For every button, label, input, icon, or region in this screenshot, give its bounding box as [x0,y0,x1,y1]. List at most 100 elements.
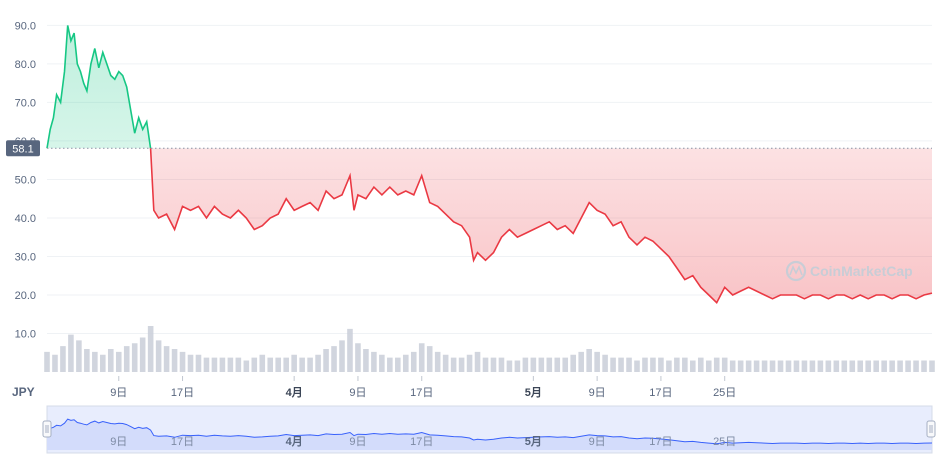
volume-bar [777,360,784,372]
volume-bar [139,337,146,372]
watermark-text: CoinMarketCap [810,263,913,279]
volume-bar [418,343,425,372]
volume-bar [921,360,927,372]
volume-bar [841,360,848,372]
volume-bar [889,360,895,372]
volume-bar [410,351,417,372]
navigator-left-handle[interactable] [42,420,52,438]
y-tick-label: 30.0 [15,251,36,263]
volume-bar [442,354,449,372]
volume-bar [323,349,329,372]
price-line [46,25,933,305]
navigator-tick-label: 9日 [110,436,127,448]
volume-bar [769,360,776,372]
volume-bar [522,357,529,372]
volume-bar [267,357,274,372]
navigator-tick-label: 5月 [525,435,542,448]
volume-bar [697,357,704,372]
coinmarketcap-logo-icon [785,260,807,282]
reference-line: 58.1 [6,140,932,157]
price-line-down [46,148,933,305]
volume-bar [929,360,935,372]
volume-bar [753,360,760,372]
volume-bar [466,354,473,372]
volume-bar [865,360,872,372]
volume-bar [514,360,521,372]
volume-bar [147,326,154,372]
y-tick-label: 70.0 [15,97,36,109]
volume-bar [339,340,345,372]
volume-bar [745,360,752,372]
volume-bar [363,349,369,372]
volume-bar [530,357,537,372]
x-tick-label: 9日 [110,387,127,399]
range-navigator[interactable]: 9日 17日 4月 9日 17日 5月 9日 17日 25日 [42,405,936,454]
volume-bar [92,351,98,372]
volume-bar [618,357,624,372]
volume-bar [674,357,680,372]
navigator-line [46,418,933,445]
volume-bar [602,354,608,372]
navigator-tick-label: 9日 [349,436,366,448]
volume-bar [825,360,832,372]
currency-label: JPY [12,385,35,399]
volume-bar [379,354,385,372]
price-area-up [47,25,151,149]
x-tick-label: 9日 [589,387,606,399]
volume-bar [801,360,808,372]
volume-bar [610,357,616,372]
volume-bar [658,357,664,372]
navigator-tick-label: 17日 [410,436,433,448]
volume-bar [347,328,353,372]
price-area [47,25,932,303]
volume-bar [211,357,218,372]
volume-bar [705,360,712,372]
navigator-right-handle[interactable] [926,420,936,438]
x-axis-ticks: 9日 17日 4月 9日 17日 5月 9日 17日 25日 [110,376,736,399]
volume-bar [586,349,592,372]
volume-bar [107,349,114,372]
y-tick-label: 90.0 [15,20,36,32]
volume-bar [761,360,768,372]
volume-bar [690,360,696,372]
volume-bar [713,357,720,372]
x-tick-label: 17日 [649,387,672,399]
volume-bar [307,357,313,372]
volume-bar [474,351,481,372]
navigator-tick-label: 17日 [171,436,194,448]
volume-bar [68,334,74,372]
volume-bar [682,357,688,372]
volume-bar [594,351,600,372]
volume-bar [458,357,465,372]
volume-bar [387,357,393,372]
volume-bar [650,357,656,372]
y-tick-label: 80.0 [15,59,36,71]
volume-bars [44,326,935,372]
volume-bar [291,354,297,372]
volume-bar [371,351,377,372]
volume-bar [857,360,864,372]
price-line-up [46,25,152,149]
y-tick-label: 10.0 [15,328,36,340]
volume-bar [155,340,162,372]
volume-bar [52,354,58,372]
volume-bar [131,343,138,372]
volume-bar [642,357,648,372]
navigator-tick-label: 4月 [286,435,303,448]
volume-bar [737,360,744,372]
volume-bar [44,351,50,372]
volume-bar [299,357,305,372]
volume-bar [538,357,545,372]
volume-bar [179,351,186,372]
volume-bar [115,351,122,372]
volume-bar [315,354,321,372]
x-tick-label: 25日 [713,387,736,399]
volume-bar [331,346,337,372]
volume-bar [482,357,489,372]
volume-bar [251,357,258,372]
volume-bar [84,349,90,372]
volume-bar [283,357,289,372]
x-tick-label: 4月 [286,386,303,399]
